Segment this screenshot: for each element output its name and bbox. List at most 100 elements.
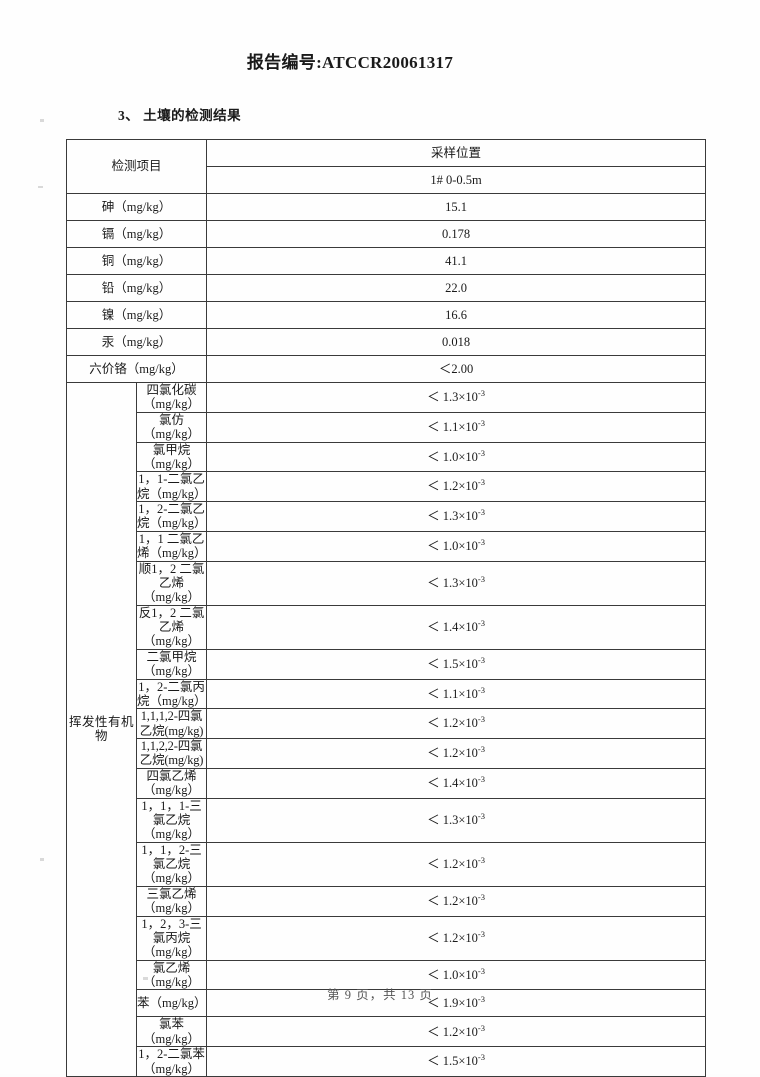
- table-row: 氯甲烷（mg/kg）＜ 1.0×10-3: [67, 441, 706, 473]
- value-exponent: -3: [477, 617, 485, 628]
- value-mantissa: ＜ 1.1×10: [427, 686, 478, 701]
- analyte-value-cell: ＜ 1.0×10-3: [206, 441, 706, 473]
- analyte-name-cell: 铅（mg/kg）: [65, 274, 208, 302]
- analyte-name-cell: 1，2-二氯苯（mg/kg）: [136, 1046, 208, 1077]
- analyte-value-cell: ＜2.00: [206, 355, 706, 383]
- table-row: 氯苯（mg/kg）＜ 1.2×10-3: [67, 1016, 706, 1048]
- table-row: 氯乙烯（mg/kg） ＜ 1.0×10-3: [67, 959, 706, 991]
- scan-speck: [40, 119, 44, 122]
- analyte-name-cell: 汞（mg/kg）: [65, 328, 208, 356]
- analyte-name-cell: 氯仿（mg/kg）: [136, 411, 208, 443]
- analyte-name-cell: 二氯甲烷（mg/kg）: [136, 648, 208, 680]
- analyte-name-cell: 氯甲烷（mg/kg）: [136, 441, 208, 473]
- table-row: 铅（mg/kg） 22.0: [65, 274, 706, 302]
- table-row: 1，2-二氯乙烷（mg/kg）＜ 1.3×10-3: [67, 501, 706, 532]
- analyte-value-cell: ＜ 1.2×10-3: [206, 1016, 706, 1048]
- table-row: 1，1 二氯乙烯（mg/kg）＜ 1.0×10-3: [67, 530, 706, 562]
- value-exponent: -3: [477, 388, 485, 399]
- report-number: 报告编号:ATCCR20061317: [246, 53, 454, 72]
- analyte-value-cell: 22.0: [206, 274, 706, 302]
- analyte-value-cell: ＜ 1.2×10-3: [206, 738, 706, 769]
- analyte-name-cell: 四氯乙烯（mg/kg）: [136, 767, 208, 799]
- value-mantissa: ＜ 1.3×10: [427, 390, 478, 405]
- value-mantissa: ＜ 1.3×10: [427, 509, 478, 524]
- analyte-value-cell: ＜ 1.1×10-3: [206, 678, 706, 710]
- value-exponent: -3: [477, 854, 485, 865]
- analyte-name-cell: 镉（mg/kg）: [65, 220, 208, 248]
- analyte-name-cell: 镍（mg/kg）: [65, 301, 208, 329]
- value-exponent: -3: [477, 773, 485, 784]
- analyte-value-cell: ＜ 1.5×10-3: [206, 1046, 706, 1077]
- soil-results-table: 检测项目 采样位置 1# 0-0.5m 砷（mg/kg） 15.1 镉（mg/kg）…: [65, 139, 706, 1077]
- analyte-value-cell: ＜ 1.0×10-3: [206, 530, 706, 562]
- analyte-name-cell: 苯（mg/kg）: [136, 989, 208, 1018]
- analyte-name-cell: 1,1,2,2-四氯乙烷(mg/kg): [136, 738, 208, 769]
- table-row: 砷（mg/kg） 15.1: [65, 193, 706, 221]
- value-exponent: -3: [477, 684, 485, 695]
- analyte-value-cell: ＜ 1.3×10-3: [206, 560, 706, 606]
- table-row: 铜（mg/kg） 41.1: [65, 247, 706, 275]
- value-mantissa: ＜ 1.3×10: [427, 812, 478, 827]
- table-row: 1，1，2-三氯乙烷（mg/kg）＜ 1.2×10-3: [67, 841, 706, 887]
- page-footer: 第 9 页，共 13 页: [327, 988, 433, 1002]
- table-row: 反1，2 二氯乙烯（mg/kg）＜ 1.4×10-3: [67, 604, 706, 650]
- value-mantissa: ＜ 1.0×10: [427, 449, 478, 464]
- analyte-value-cell: ＜ 1.2×10-3: [206, 708, 706, 739]
- table-row: 1，2-二氯苯（mg/kg）＜ 1.5×10-3: [67, 1046, 706, 1077]
- table-row: 1,1,2,2-四氯乙烷(mg/kg) ＜ 1.2×10-3: [67, 738, 706, 769]
- table-row: 四氯乙烯（mg/kg） ＜ 1.4×10-3: [67, 767, 706, 799]
- analyte-name-cell: 顺1，2 二氯乙烯（mg/kg）: [136, 560, 208, 606]
- analyte-value-cell: ＜ 1.4×10-3: [206, 604, 706, 650]
- value-exponent: -3: [477, 965, 485, 976]
- table-row: 镉（mg/kg） 0.178: [65, 220, 706, 248]
- value-mantissa: ＜ 1.2×10: [427, 716, 478, 731]
- analyte-value-cell: ＜ 1.9×10-3: [206, 989, 706, 1018]
- table-row: 二氯甲烷（mg/kg）＜ 1.5×10-3: [67, 648, 706, 680]
- table-row: 六价铬（mg/kg） ＜2.00: [65, 355, 706, 383]
- value-exponent: -3: [477, 654, 485, 665]
- table-row: 挥发性有机物 四氯化碳（mg/kg）＜ 1.3×10-3: [65, 382, 706, 1077]
- analyte-value-cell: 41.1: [206, 247, 706, 275]
- voc-group-label-cell: 挥发性有机物: [65, 382, 138, 1077]
- value-exponent: -3: [477, 447, 485, 458]
- value-exponent: -3: [477, 928, 485, 939]
- value-mantissa: ＜ 1.5×10: [427, 656, 478, 671]
- value-mantissa: ＜ 1.9×10: [427, 996, 478, 1011]
- analyte-value-cell: ＜ 1.3×10-3: [206, 501, 706, 532]
- header-location-cell: 采样位置: [206, 139, 706, 167]
- value-mantissa: ＜ 1.0×10: [427, 538, 478, 553]
- value-exponent: -3: [477, 744, 485, 755]
- analyte-value-cell: 0.178: [206, 220, 706, 248]
- analyte-name-cell: 1，1-二氯乙烷（mg/kg）: [136, 471, 208, 502]
- analyte-name-cell: 1，1，2-三氯乙烷（mg/kg）: [136, 841, 208, 887]
- value-exponent: -3: [477, 507, 485, 518]
- analyte-name-cell: 1,1,1,2-四氯乙烷(mg/kg): [136, 708, 208, 739]
- value-mantissa: ＜ 1.4×10: [427, 775, 478, 790]
- table-row: 1，1，1-三氯乙烷（mg/kg）＜ 1.3×10-3: [67, 797, 706, 843]
- analyte-value-cell: 15.1: [206, 193, 706, 221]
- section-title: 3、 土壤的检测结果: [118, 108, 242, 123]
- value-mantissa: ＜ 1.2×10: [427, 857, 478, 871]
- table-row: 镍（mg/kg） 16.6: [65, 301, 706, 329]
- analyte-name-cell: 1，1，1-三氯乙烷（mg/kg）: [136, 797, 208, 843]
- analyte-value-cell: ＜ 1.2×10-3: [206, 915, 706, 961]
- value-mantissa: ＜ 1.1×10: [427, 419, 478, 434]
- value-mantissa: ＜ 1.2×10: [427, 746, 478, 761]
- value-exponent: -3: [477, 1052, 485, 1063]
- analyte-value-cell: 16.6: [206, 301, 706, 329]
- table-row: 1，2，3-三氯丙烷（mg/kg）＜ 1.2×10-3: [67, 915, 706, 961]
- analyte-value-cell: ＜ 1.5×10-3: [206, 648, 706, 680]
- scan-speck: [38, 186, 43, 188]
- value-mantissa: ＜ 1.2×10: [427, 930, 478, 945]
- analyte-value-cell: ＜ 1.2×10-3: [206, 471, 706, 502]
- analyte-value-cell: ＜ 1.2×10-3: [206, 885, 706, 917]
- header-depth-cell: 1# 0-0.5m: [206, 166, 706, 194]
- value-exponent: -3: [477, 714, 485, 725]
- analyte-value-cell: ＜ 1.3×10-3: [206, 382, 706, 413]
- analyte-value-cell: ＜ 1.1×10-3: [206, 411, 706, 443]
- voc-rows-body: 挥发性有机物 四氯化碳（mg/kg）＜ 1.3×10-3 氯仿（mg/kg）＜ 1.…: [65, 382, 706, 1077]
- analyte-value-cell: ＜ 1.2×10-3: [206, 841, 706, 887]
- value-exponent: -3: [477, 994, 485, 1005]
- analyte-name-cell: 三氯乙烯（mg/kg）: [136, 885, 208, 917]
